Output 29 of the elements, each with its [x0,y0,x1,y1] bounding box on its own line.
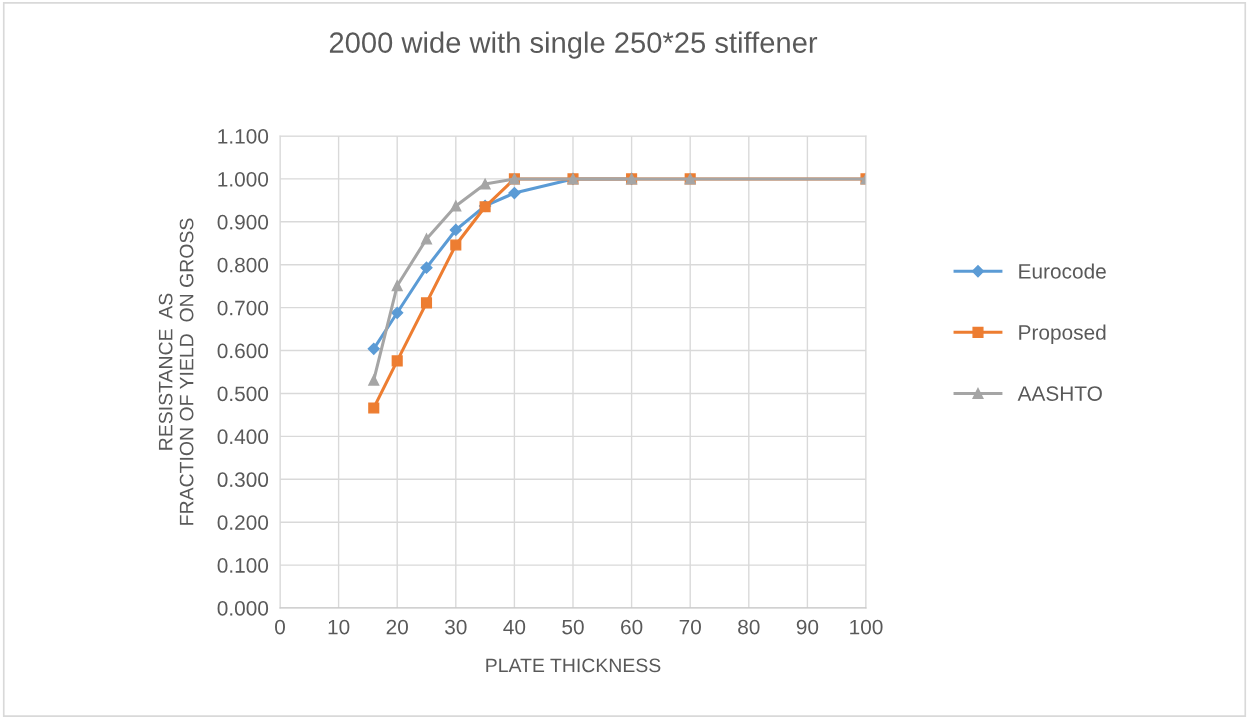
x-tick-label: 10 [328,619,350,635]
x-tick-label: 70 [679,619,701,635]
x-tick-label: 50 [562,619,584,635]
chart-title: 2000 wide with single 250*25 stiffener [329,31,818,59]
x-tick-label: 0 [275,619,285,635]
y-tick-label: 1.100 [218,129,269,144]
x-tick-label: 20 [386,619,408,635]
x-tick-label: 40 [503,619,526,635]
x-tick-label: 30 [445,619,467,635]
y-tick-label: 1.000 [218,171,269,187]
y-tick-label: 0.500 [217,386,269,402]
y-tick-label: 0.400 [217,429,269,445]
y-tick-label: 0.700 [217,300,269,316]
y-tick-label: 0.300 [217,472,269,488]
y-tick-label: 0.100 [217,558,269,573]
y-tick-label: 0.200 [217,515,269,530]
legend-label: Eurocode [1019,263,1106,279]
x-tick-label: 90 [796,619,819,635]
y-axis-title: RESISTANCE AS FRACTION OF YIELD ON GROSS [158,218,194,525]
x-tick-label: 80 [738,619,760,635]
x-tick-label: 100 [850,619,883,635]
x-tick-label: 60 [621,619,643,635]
y-tick-label: 0.000 [217,601,269,616]
legend-label: Proposed [1019,324,1106,344]
y-tick-label: 0.800 [217,257,269,273]
y-tick-label: 0.600 [217,343,269,359]
x-axis-title: PLATE THICKNESS [486,658,661,673]
legend-label: AASHTO [1017,386,1102,401]
y-tick-label: 0.900 [217,214,269,230]
